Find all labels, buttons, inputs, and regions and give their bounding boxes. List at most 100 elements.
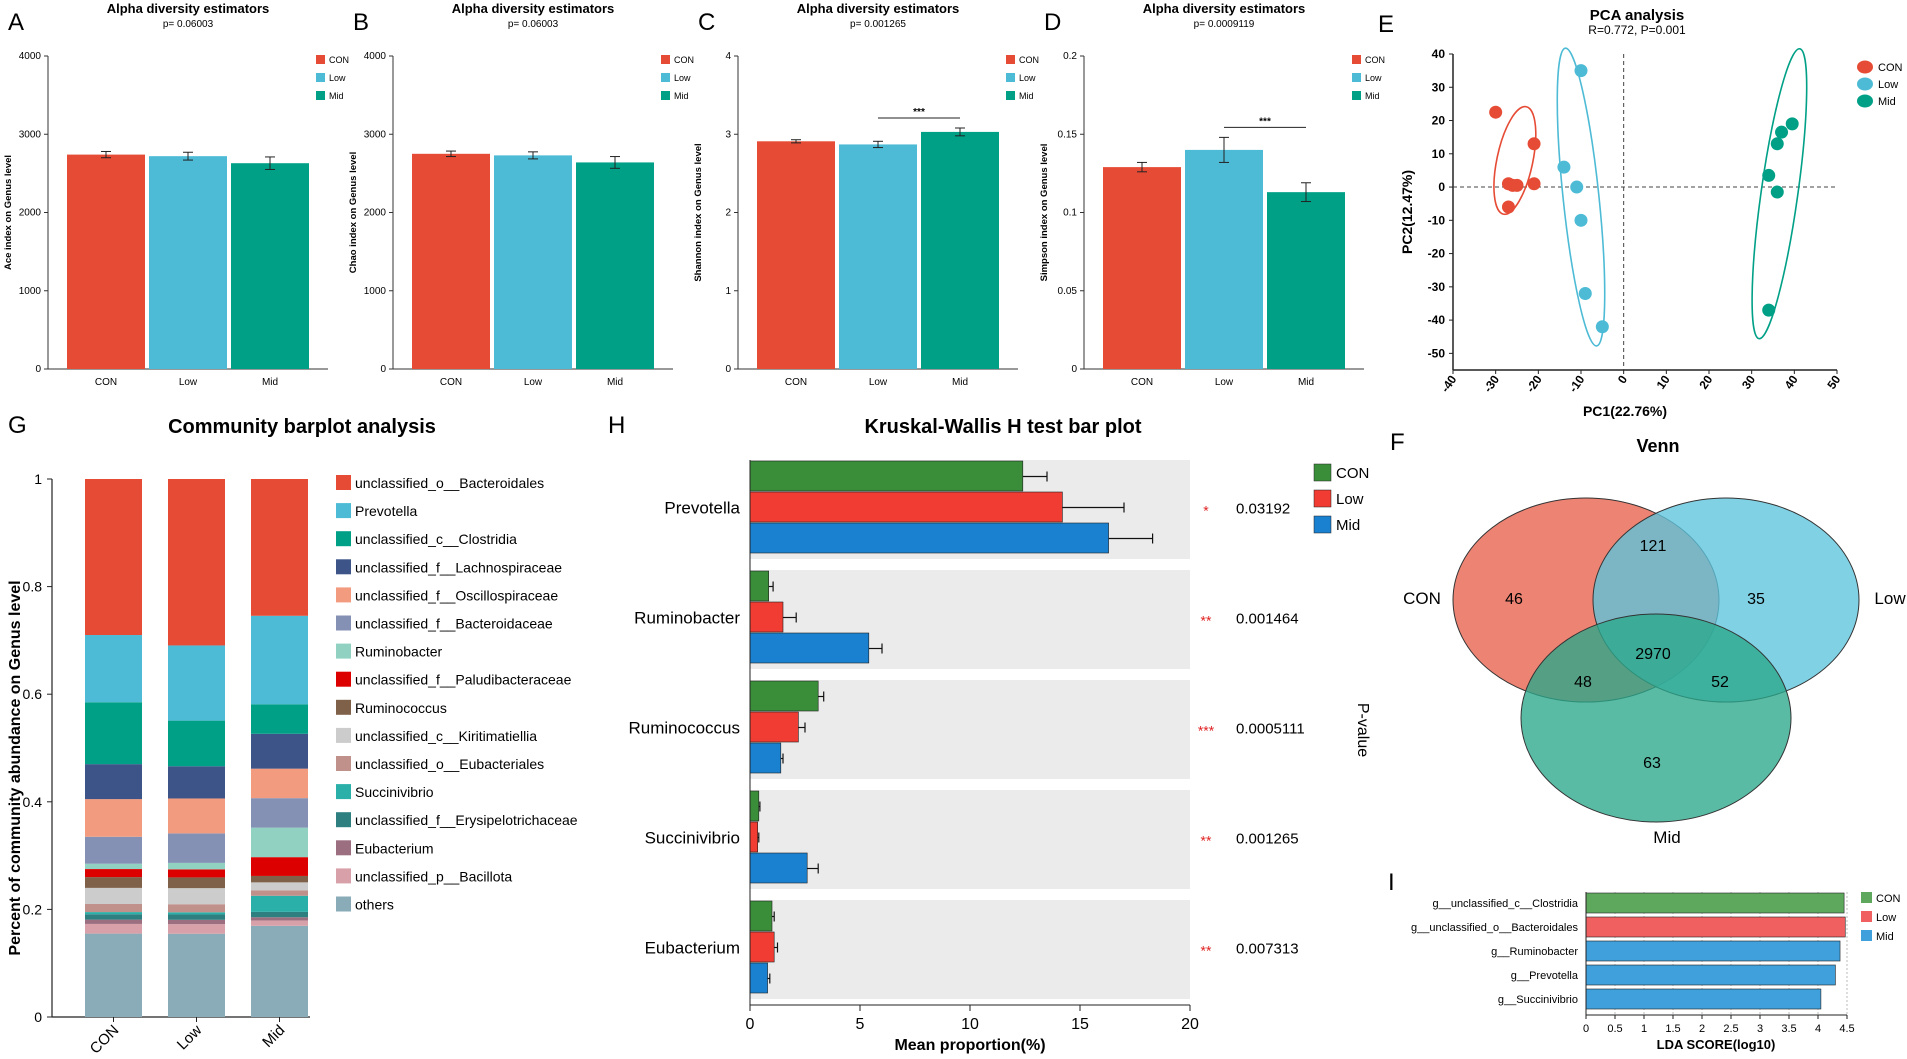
legend-swatch <box>336 671 351 687</box>
stack-segment <box>168 904 225 913</box>
category-label: Ruminobacter <box>634 609 740 628</box>
legend-label: CON <box>1336 465 1369 482</box>
legend-label: Low <box>1336 491 1364 508</box>
y-tick-label: 10 <box>1432 147 1446 161</box>
legend-swatch-mid <box>1006 91 1015 100</box>
legend-label: Mid <box>1365 91 1380 101</box>
point-low <box>1570 180 1584 194</box>
chart-title: Kruskal-Wallis H test bar plot <box>864 416 1141 438</box>
legend-label: Mid <box>674 91 689 101</box>
legend-swatch-low <box>1313 489 1332 508</box>
stack-segment <box>251 920 308 926</box>
legend-label: CON <box>1019 55 1039 65</box>
stack-segment <box>85 912 142 915</box>
y-tick-label: 0.8 <box>23 579 43 595</box>
y-tick-label: 4000 <box>364 51 387 62</box>
panel-letter: I <box>1388 869 1395 896</box>
chart-title: Alpha diversity estimators <box>797 1 960 16</box>
legend-label: unclassified_o__Eubacteriales <box>355 756 544 772</box>
legend-swatch <box>336 840 351 856</box>
sig-stars: ** <box>1201 613 1212 629</box>
bar-con <box>749 680 819 712</box>
legend-label: unclassified_c__Kiritimatiellia <box>355 728 537 744</box>
y-tick-label: -30 <box>1428 280 1446 294</box>
category-band <box>750 900 1190 999</box>
x-tick-label: Low <box>179 377 198 388</box>
legend-label: Mid <box>1876 931 1894 943</box>
bar-con <box>749 900 773 932</box>
lda-bar <box>1585 964 1836 986</box>
legend-label: CON <box>1878 62 1903 74</box>
venn-set-mid <box>1520 613 1792 823</box>
stack-segment <box>168 862 225 870</box>
panel-letter: E <box>1378 11 1394 38</box>
bar-con <box>749 790 760 822</box>
y-tick-label: 0.15 <box>1058 129 1078 140</box>
legend-label: unclassified_f__Erysipelotrichaceae <box>355 812 578 828</box>
y-tick-label: 1000 <box>364 286 387 297</box>
panel-letter: A <box>8 9 24 36</box>
y-tick-label: 0 <box>1438 180 1445 194</box>
y-axis-label: Percent of community abundance on Genus … <box>7 580 24 955</box>
x-tick-label: 2.5 <box>1723 1023 1738 1035</box>
bar-low <box>749 601 784 633</box>
legend-label: Low <box>329 73 346 83</box>
legend-label: unclassified_f__Lachnospiraceae <box>355 559 562 575</box>
chart-title: Community barplot analysis <box>168 416 436 438</box>
p-value: 0.03192 <box>1236 501 1290 518</box>
x-tick-label: Mid <box>262 377 278 388</box>
x-tick-label: CON <box>1131 377 1153 388</box>
stack-segment <box>168 933 225 1017</box>
x-tick-label: Low <box>1215 377 1234 388</box>
legend-swatch <box>336 727 351 743</box>
legend-label: Low <box>674 73 691 83</box>
p-value: 0.001265 <box>1236 831 1299 848</box>
stack-segment <box>251 917 308 921</box>
legend-label: Mid <box>1019 91 1034 101</box>
x-tick-label: Low <box>174 1022 206 1054</box>
x-tick-label: CON <box>785 377 807 388</box>
category-label: Prevotella <box>664 499 740 518</box>
stack-segment <box>168 924 225 934</box>
legend-swatch <box>336 784 351 800</box>
legend-label: Mid <box>1878 96 1896 108</box>
stack-segment <box>168 877 225 889</box>
y-tick-label: 3000 <box>19 129 42 140</box>
category-label: Succinivibrio <box>645 829 740 848</box>
stack-segment <box>168 479 225 646</box>
stack-segment <box>251 882 308 891</box>
bar-con <box>757 141 835 369</box>
stack-segment <box>85 799 142 837</box>
legend-swatch-con <box>1861 892 1872 903</box>
y-axis-label: P-value <box>1354 703 1371 757</box>
y-tick-label: -50 <box>1428 346 1446 360</box>
alpha-panel-a: A Alpha diversity estimators p= 0.06003 0 10… <box>3 1 349 388</box>
bar-low <box>149 156 227 369</box>
bar-low <box>749 711 799 743</box>
region-count: 52 <box>1711 674 1729 691</box>
bar-low <box>749 931 775 963</box>
stack-segment <box>168 912 225 915</box>
y-tick-label: 0.05 <box>1058 286 1078 297</box>
x-tick-label: 0 <box>746 1016 755 1033</box>
chart-title: Alpha diversity estimators <box>1143 1 1306 16</box>
x-tick-label: 20 <box>1696 372 1715 391</box>
feature-label: g__Succinivibrio <box>1498 994 1578 1006</box>
stack-segment <box>251 704 308 734</box>
x-tick-label: 0 <box>1583 1023 1589 1035</box>
legend-swatch-low <box>661 73 670 82</box>
legend-swatch <box>336 475 351 490</box>
stack-segment <box>85 923 142 934</box>
point-con <box>1510 178 1524 192</box>
legend-swatch <box>336 812 351 828</box>
stack-segment <box>251 925 308 1017</box>
x-tick-label: 10 <box>961 1016 979 1033</box>
legend-swatch-low <box>1006 73 1015 82</box>
panel-letter: F <box>1390 429 1405 456</box>
y-axis-label: Shannon index on Genus level <box>693 143 704 281</box>
bar-mid <box>749 852 808 884</box>
legend-label: Eubacterium <box>355 840 434 856</box>
bar-low <box>839 144 917 369</box>
chart-title: Venn <box>1636 436 1679 456</box>
p-value: 0.0005111 <box>1236 721 1305 738</box>
